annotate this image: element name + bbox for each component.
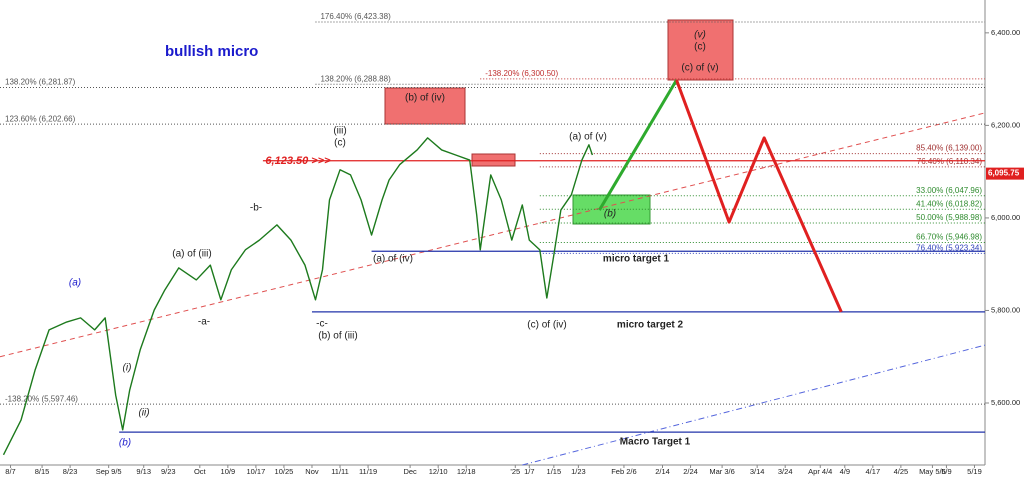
x-tick-label: 8/7 <box>5 467 15 476</box>
wave-box <box>667 19 734 81</box>
level-label: 123.60% (6,202.66) <box>5 114 76 123</box>
y-tick-label: 6,400.00 <box>991 28 1020 37</box>
wave-label: (b) of (iii) <box>318 331 357 342</box>
wave-label: (a) of (iii) <box>172 249 211 260</box>
y-tick-label: 6,200.00 <box>991 120 1020 129</box>
level-label: 76.40% (5,923.34) <box>916 244 982 253</box>
zone-box <box>572 194 651 225</box>
wave-label: (b) <box>119 438 131 449</box>
x-tick-label: 3/24 <box>778 467 793 476</box>
x-tick-label: Mar 3/6 <box>709 467 734 476</box>
wave-label: (a) of (iv) <box>373 254 413 265</box>
level-label: 66.70% (5,946.98) <box>916 233 982 242</box>
target-label: micro target 2 <box>617 320 684 331</box>
chart-title: bullish micro <box>165 43 258 60</box>
wave-label: (ii) <box>138 408 149 419</box>
wave-label: (a) of (v) <box>569 132 607 143</box>
target-label: Macro Target 1 <box>620 437 691 448</box>
level-label: -138.20% (5,597.46) <box>5 394 78 403</box>
trendline <box>0 112 986 358</box>
x-tick-label: '25 <box>510 467 520 476</box>
wave-label: (c) of (v) <box>681 63 718 74</box>
x-tick-label: 5/9 <box>941 467 951 476</box>
x-tick-label: May 5/6 <box>919 467 946 476</box>
x-tick-label: Feb 2/6 <box>611 467 636 476</box>
x-tick-label: Nov <box>305 467 319 476</box>
price-tag-label: 6,095.75 <box>988 169 1020 178</box>
x-tick-label: Apr 4/4 <box>808 467 832 476</box>
x-tick-label: 1/15 <box>547 467 562 476</box>
x-tick-label: 11/11 <box>331 467 349 476</box>
x-tick-label: Oct <box>194 467 207 476</box>
wave-label: (c) <box>334 138 346 149</box>
x-tick-label: 2/24 <box>683 467 698 476</box>
price-label: 6,123.50 >>> <box>265 155 331 167</box>
price-line <box>675 79 843 313</box>
level-label: 50.00% (5,988.98) <box>916 213 982 222</box>
wave-label: (i) <box>123 363 132 374</box>
level-label: 76.40% (6,110.34) <box>917 157 983 166</box>
y-tick-label: 5,800.00 <box>991 305 1020 314</box>
wave-label: -c- <box>316 319 328 330</box>
x-tick-label: 12/10 <box>429 467 448 476</box>
x-tick-label: 11/19 <box>359 467 377 476</box>
level-label: -138.20% (6,300.50) <box>485 69 558 78</box>
x-tick-label: Dec <box>403 467 417 476</box>
price-tag <box>986 167 1024 180</box>
wave-box <box>384 87 466 125</box>
x-tick-label: 12/18 <box>457 467 476 476</box>
zone-box <box>471 153 516 167</box>
wave-label: -b- <box>250 203 262 214</box>
target-label: micro target 1 <box>603 254 670 265</box>
wave-label: (c) of (iv) <box>527 320 566 331</box>
x-tick-label: 10/17 <box>246 467 265 476</box>
wave-label: (iii) <box>333 126 346 137</box>
x-tick-label: 4/17 <box>866 467 881 476</box>
trendline <box>522 344 986 466</box>
x-tick-label: 10/9 <box>221 467 236 476</box>
level-label: 41.40% (6,018.82) <box>916 199 982 208</box>
price-line <box>2 137 594 456</box>
level-label: 138.20% (6,281.87) <box>5 78 76 87</box>
x-tick-label: 4/25 <box>894 467 909 476</box>
wave-label: (b) <box>604 209 616 220</box>
x-tick-label: 5/19 <box>967 467 982 476</box>
level-label: 85.40% (6,139.00) <box>916 144 982 153</box>
wave-label: (b) of (iv) <box>405 93 445 104</box>
annotations: bullish micro (a) (b) (i) (ii) (a) of (i… <box>69 30 719 449</box>
wave-label: (v) <box>694 30 706 41</box>
x-tick-label: Sep 9/5 <box>96 467 122 476</box>
wave-label: (a) <box>69 278 81 289</box>
x-tick-label: 9/23 <box>161 467 176 476</box>
x-tick-label: 8/23 <box>63 467 78 476</box>
x-tick-label: 8/15 <box>35 467 50 476</box>
x-tick-label: 4/9 <box>840 467 850 476</box>
x-tick-label: 1/23 <box>571 467 586 476</box>
wave-label: -a- <box>198 317 210 328</box>
level-label: 176.40% (6,423.38) <box>320 12 391 21</box>
price-line <box>598 79 678 211</box>
wave-label: (c) <box>694 42 706 53</box>
y-tick-label: 6,000.00 <box>991 213 1020 222</box>
level-label: 33.00% (6,047.96) <box>916 186 982 195</box>
x-tick-label: 3/14 <box>750 467 765 476</box>
x-tick-label: 2/14 <box>655 467 670 476</box>
level-label: 138.20% (6,288.88) <box>320 74 391 83</box>
x-tick-label: 1/7 <box>524 467 534 476</box>
y-tick-label: 5,600.00 <box>991 398 1020 407</box>
x-tick-label: 9/13 <box>136 467 151 476</box>
x-tick-label: 10/25 <box>275 467 294 476</box>
